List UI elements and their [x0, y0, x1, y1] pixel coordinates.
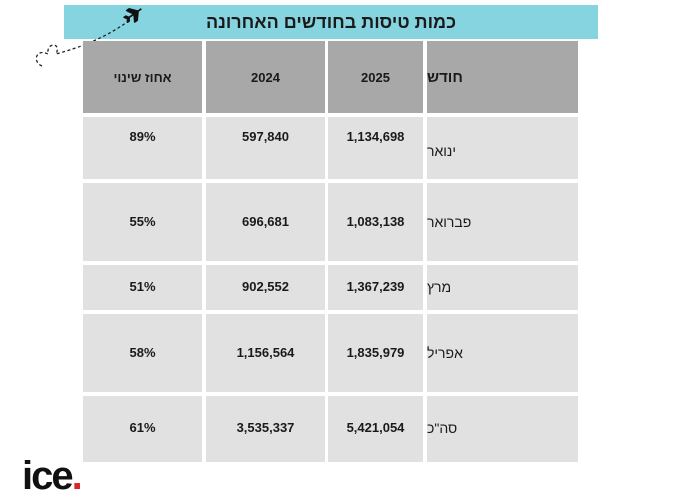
header-label: 2024 [251, 69, 280, 85]
cell-value: 1,835,979 [346, 345, 405, 360]
table-cell-change: 58% [83, 314, 202, 392]
title-bar: כמות טיסות בחודשים האחרונה [64, 5, 598, 39]
table-cell-y2024: 1,156,564 [206, 314, 325, 392]
table-cell-y2025: 1,367,239 [328, 265, 423, 310]
cell-value: ינואר [427, 143, 456, 159]
table-cell-y2024: 696,681 [206, 183, 325, 261]
page-title: כמות טיסות בחודשים האחרונה [205, 11, 457, 32]
header-month: חודש [427, 41, 578, 113]
cell-value: 89% [129, 129, 156, 144]
table-cell-y2025: 1,835,979 [328, 314, 423, 392]
cell-value: 902,552 [242, 279, 289, 294]
cell-value: 3,535,337 [236, 420, 295, 435]
airplane-icon [123, 8, 142, 23]
table-cell-y2025: 5,421,054 [328, 396, 423, 462]
cell-value: 58% [129, 345, 156, 360]
table-cell-y2025: 1,134,698 [328, 117, 423, 179]
table-cell-month: מרץ [427, 265, 578, 310]
cell-value: 51% [129, 279, 156, 294]
table-cell-y2024: 597,840 [206, 117, 325, 179]
cell-value: 1,367,239 [346, 279, 405, 294]
table-cell-month: סה"כ [427, 396, 578, 462]
airplane-heart-doodle [35, 8, 142, 67]
table-cell-month: פברואר [427, 183, 578, 261]
cell-value: 597,840 [242, 129, 289, 144]
table-cell-y2025: 1,083,138 [328, 183, 423, 261]
cell-value: מרץ [427, 279, 452, 295]
header-label: חודש [427, 68, 463, 86]
header-y2025: 2025 [328, 41, 423, 113]
header-label: אחוז שינוי [113, 69, 172, 85]
cell-value: 1,134,698 [346, 129, 405, 144]
table-cell-y2024: 902,552 [206, 265, 325, 310]
cell-value: 1,083,138 [346, 214, 405, 229]
header-label: 2025 [361, 69, 390, 85]
cell-value: סה"כ [427, 420, 458, 436]
table-cell-change: 61% [83, 396, 202, 462]
cell-value: 1,156,564 [236, 345, 295, 360]
header-change: אחוז שינוי [83, 41, 202, 113]
table-cell-change: 51% [83, 265, 202, 310]
cell-value: 55% [129, 214, 156, 229]
table-cell-change: 55% [83, 183, 202, 261]
table-cell-month: ינואר [427, 117, 578, 179]
table-cell-y2024: 3,535,337 [206, 396, 325, 462]
header-y2024: 2024 [206, 41, 325, 113]
table-cell-month: אפריל [427, 314, 578, 392]
cell-value: אפריל [427, 345, 463, 361]
ice-logo: ice. [22, 454, 83, 498]
cell-value: 696,681 [242, 214, 289, 229]
cell-value: 5,421,054 [346, 420, 405, 435]
cell-value: פברואר [427, 214, 472, 230]
cell-value: 61% [129, 420, 156, 435]
table-cell-change: 89% [83, 117, 202, 179]
